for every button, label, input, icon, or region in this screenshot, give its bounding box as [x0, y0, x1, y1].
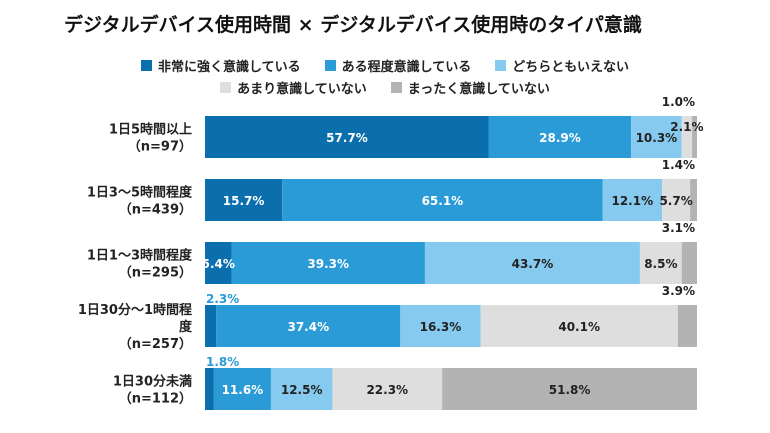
category-label: 1日1～3時間程度	[87, 248, 193, 264]
data-label: 43.7%	[512, 257, 554, 271]
bar-segment	[681, 242, 697, 284]
bar-segment	[205, 242, 232, 284]
bar-segment	[690, 179, 697, 221]
legend-label: 非常に強く意識している	[158, 60, 301, 75]
data-label: 1.4%	[662, 158, 695, 172]
bar-segment	[282, 179, 603, 221]
legend-swatch	[324, 60, 336, 71]
bar-segment	[681, 116, 693, 158]
data-label: 5.4%	[202, 257, 235, 271]
data-label: 5.7%	[659, 194, 692, 208]
bar-segment	[631, 116, 682, 158]
bar-segment	[677, 305, 697, 347]
bar-segment	[692, 116, 697, 158]
data-label: 12.5%	[281, 383, 323, 397]
bar-segment	[332, 368, 443, 410]
data-label: 40.1%	[558, 320, 600, 334]
bar-segment	[205, 305, 217, 347]
bar-segment	[480, 305, 678, 347]
bar-segment	[662, 179, 691, 221]
bar-segment	[231, 242, 425, 284]
legend-label: ある程度意識している	[341, 60, 472, 75]
bar-segment	[488, 116, 632, 158]
bar-segment	[400, 305, 481, 347]
legend-item: どちらともいえない	[495, 56, 629, 75]
legend-label: まったく意識していない	[407, 82, 550, 97]
bar-segment	[205, 179, 283, 221]
bar-segment	[639, 242, 682, 284]
chart-title: デジタルデバイス使用時間 × デジタルデバイス使用時のタイパ意識	[64, 14, 642, 36]
legend-label: あまり意識していない	[237, 82, 367, 97]
bar-segment	[216, 305, 401, 347]
category-label: 度	[179, 319, 193, 335]
data-label: 16.3%	[420, 320, 462, 334]
category-label: （n=97）	[128, 139, 192, 155]
category-label: 1日30分未満	[113, 374, 192, 390]
data-label: 65.1%	[422, 194, 464, 208]
legend-item: まったく意識していない	[390, 78, 550, 97]
data-label: 11.6%	[222, 383, 264, 397]
data-label: 51.8%	[549, 383, 591, 397]
data-label: 28.9%	[539, 131, 581, 145]
bar-segment	[442, 368, 697, 410]
category-label: （n=295）	[119, 265, 192, 281]
legend-item: 非常に強く意識している	[141, 56, 301, 75]
category-label: 1日5時間以上	[109, 122, 192, 138]
bar-segment	[270, 368, 333, 410]
data-label: 37.4%	[287, 320, 329, 334]
data-label: 12.1%	[611, 194, 653, 208]
category-label: 1日3～5時間程度	[87, 185, 193, 201]
bar-segment	[424, 242, 640, 284]
data-label: 10.3%	[636, 131, 678, 145]
category-label: （n=257）	[119, 336, 192, 352]
data-label: 2.3%	[206, 292, 239, 306]
data-label: 3.1%	[662, 221, 695, 235]
category-label: （n=439）	[119, 202, 192, 218]
data-label: 1.8%	[206, 355, 239, 369]
category-label: 1日30分～1時間程	[78, 302, 192, 318]
data-label: 22.3%	[366, 383, 408, 397]
data-label: 39.3%	[307, 257, 349, 271]
data-label: 1.0%	[662, 95, 695, 109]
data-label: 8.5%	[644, 257, 677, 271]
bar-segment	[205, 116, 489, 158]
legend-label: どちらともいえない	[512, 60, 629, 75]
legend-swatch	[141, 60, 152, 71]
legend-swatch	[220, 82, 232, 93]
data-label: 3.9%	[662, 284, 695, 298]
legend-swatch	[495, 60, 507, 71]
data-label: 2.1%	[670, 120, 703, 134]
legend-item: ある程度意識している	[324, 56, 472, 75]
bar-segment	[205, 368, 214, 410]
bar-segment	[213, 368, 271, 410]
legend-item: あまり意識していない	[220, 78, 367, 97]
legend-row-1: 非常に強く意識している ある程度意識している どちらともいえない	[0, 56, 770, 75]
legend-swatch	[390, 82, 402, 93]
category-label: （n=112）	[119, 391, 192, 407]
legend-row-2: あまり意識していない まったく意識していない	[0, 78, 770, 97]
data-label: 57.7%	[326, 131, 368, 145]
bar-segment	[602, 179, 663, 221]
data-label: 15.7%	[223, 194, 265, 208]
